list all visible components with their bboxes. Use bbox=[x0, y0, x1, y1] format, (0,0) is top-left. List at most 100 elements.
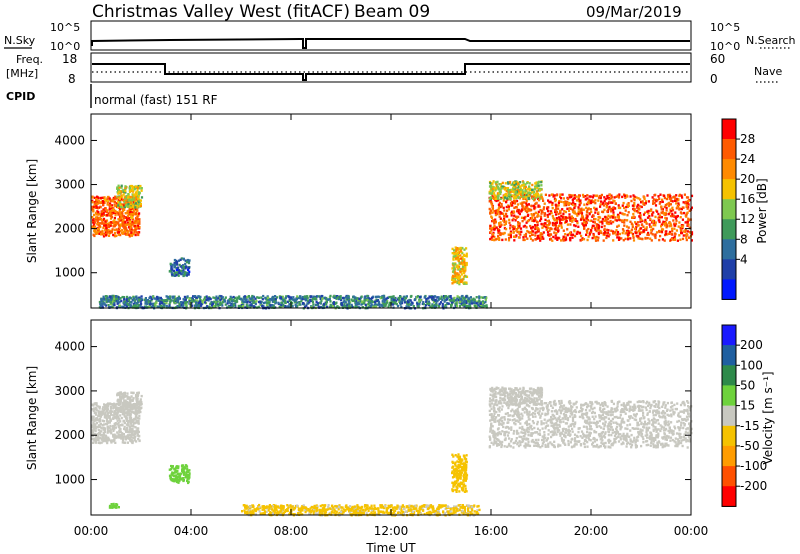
scatter-cell bbox=[587, 235, 590, 238]
scatter-cell bbox=[458, 305, 462, 308]
scatter-cell bbox=[475, 305, 478, 308]
scatter-cell bbox=[182, 301, 185, 304]
scatter-cell bbox=[125, 418, 128, 421]
scatter-cell bbox=[129, 201, 132, 204]
scatter-cell bbox=[529, 209, 532, 212]
scatter-cell bbox=[505, 197, 508, 200]
scatter-cell bbox=[444, 303, 447, 307]
scatter-cell bbox=[456, 266, 460, 270]
scatter-cell bbox=[170, 265, 173, 269]
scatter-cell bbox=[98, 300, 101, 304]
scatter-cell bbox=[663, 196, 666, 200]
scatter-cell bbox=[566, 216, 569, 220]
scatter-cell bbox=[683, 193, 686, 196]
scatter-cell bbox=[654, 224, 657, 227]
scatter-cell bbox=[136, 416, 139, 420]
scatter-cell bbox=[114, 413, 117, 416]
scatter-cell bbox=[546, 207, 549, 210]
scatter-cell bbox=[633, 202, 636, 205]
scatter-cell bbox=[123, 421, 126, 425]
scatter-cell bbox=[458, 282, 461, 286]
scatter-cell bbox=[557, 216, 561, 219]
scatter-cell bbox=[97, 418, 100, 421]
scatter-cell bbox=[585, 210, 588, 213]
scatter-cell bbox=[517, 182, 520, 185]
scatter-cell bbox=[627, 202, 630, 205]
scatter-cell bbox=[93, 229, 96, 233]
scatter-cell bbox=[594, 211, 597, 214]
scatter-cell bbox=[91, 199, 94, 202]
scatter-cell bbox=[447, 295, 451, 298]
scatter-cell bbox=[92, 415, 95, 419]
scatter-cell bbox=[463, 260, 466, 264]
scatter-cell bbox=[97, 405, 100, 408]
scatter-cell bbox=[332, 301, 335, 304]
scatter-cell bbox=[124, 186, 127, 189]
scatter-cell bbox=[98, 425, 101, 429]
scatter-cell bbox=[462, 296, 465, 299]
scatter-cell bbox=[118, 215, 122, 219]
scatter-cell bbox=[140, 295, 143, 298]
scatter-cell bbox=[110, 230, 113, 234]
scatter-cell bbox=[657, 219, 660, 222]
scatter-cell bbox=[137, 407, 140, 410]
scatter-cell bbox=[135, 191, 138, 194]
scatter-cell bbox=[100, 426, 103, 429]
scatter-cell bbox=[111, 209, 114, 212]
scatter-cell bbox=[134, 204, 138, 207]
scatter-cell bbox=[320, 294, 323, 298]
scatter-cell bbox=[541, 235, 544, 239]
scatter-cell bbox=[180, 301, 183, 304]
scatter-cell bbox=[122, 393, 126, 397]
scatter-cell bbox=[377, 295, 380, 298]
scatter-cell bbox=[614, 216, 617, 219]
scatter-cell bbox=[299, 297, 302, 300]
scatter-cell bbox=[517, 190, 520, 193]
scatter-cell bbox=[96, 436, 99, 439]
scatter-cell bbox=[521, 202, 524, 205]
scatter-cell bbox=[540, 184, 543, 187]
colorbar-frame bbox=[721, 118, 737, 300]
scatter-cell bbox=[282, 304, 285, 307]
scatter-cell bbox=[669, 199, 672, 202]
scatter-cell bbox=[271, 304, 274, 307]
scatter-cell bbox=[378, 301, 381, 304]
scatter-cell bbox=[465, 305, 468, 308]
scatter-cell bbox=[177, 269, 181, 272]
scatter-cell bbox=[524, 209, 527, 212]
scatter-cell bbox=[572, 210, 575, 214]
scatter-cell bbox=[129, 427, 132, 430]
scatter-cell bbox=[562, 239, 565, 242]
scatter-cell bbox=[499, 205, 502, 209]
scatter-cell bbox=[618, 236, 621, 239]
scatter-cell bbox=[580, 234, 583, 238]
scatter-cell bbox=[670, 224, 673, 227]
scatter-cell bbox=[652, 223, 655, 227]
scatter-cell bbox=[237, 297, 240, 300]
scatter-cell bbox=[517, 236, 520, 239]
scatter-cell bbox=[109, 210, 112, 213]
scatter-cell bbox=[98, 232, 101, 235]
scatter-cell bbox=[669, 208, 672, 211]
scatter-cell bbox=[130, 407, 133, 411]
scatter-cell bbox=[109, 205, 112, 209]
scatter-cell bbox=[661, 208, 664, 211]
scatter-cell bbox=[564, 233, 567, 236]
scatter-cell bbox=[112, 417, 115, 420]
scatter-cell bbox=[165, 304, 168, 308]
scatter-cell bbox=[501, 238, 504, 242]
scatter-cell bbox=[214, 305, 217, 308]
scatter-cell bbox=[169, 299, 172, 302]
scatter-cell bbox=[534, 182, 537, 185]
scatter-cell bbox=[175, 268, 178, 271]
scatter-cell bbox=[176, 300, 179, 304]
scatter-cell bbox=[188, 298, 191, 302]
scatter-cell bbox=[529, 237, 533, 240]
scatter-cell bbox=[249, 301, 252, 304]
scatter-cell bbox=[585, 233, 588, 236]
scatter-cell bbox=[188, 300, 191, 303]
scatter-cell bbox=[103, 430, 107, 434]
scatter-cell bbox=[665, 209, 668, 212]
scatter-cell bbox=[411, 302, 414, 305]
scatter-cell bbox=[147, 300, 150, 303]
